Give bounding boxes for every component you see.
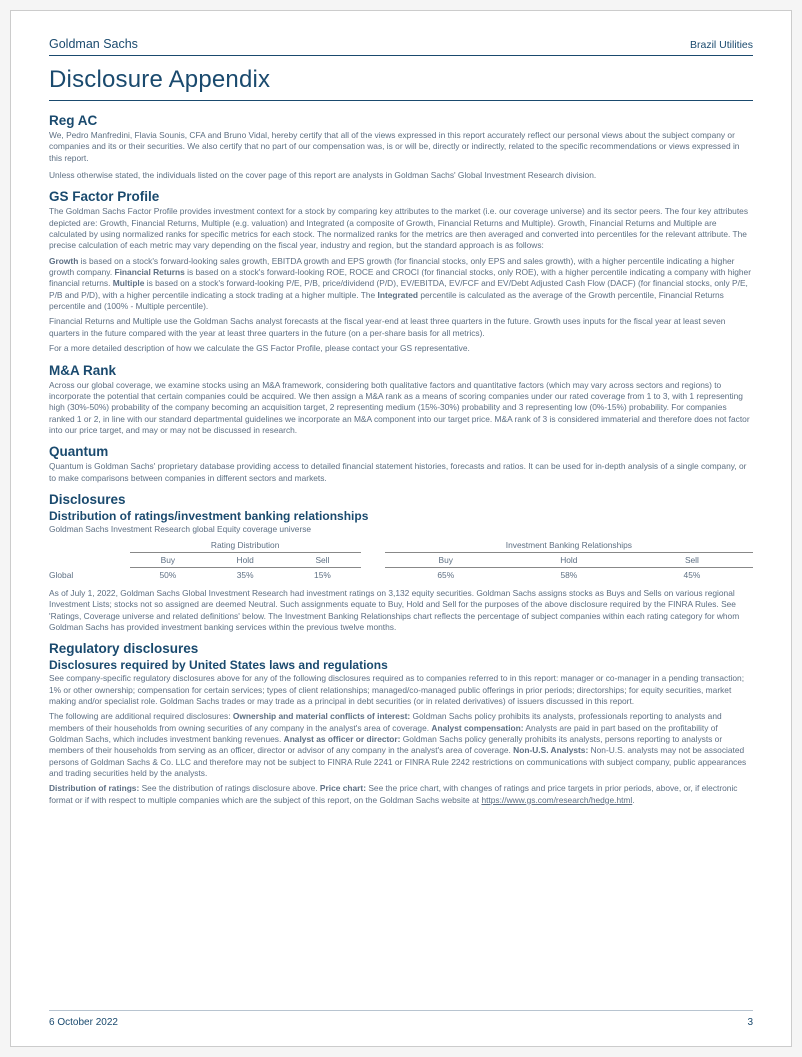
table-col-buy1: Buy bbox=[130, 552, 207, 567]
table-cell: 65% bbox=[385, 567, 507, 582]
table-cell: 45% bbox=[631, 567, 753, 582]
quantum-p1: Quantum is Goldman Sachs' proprietary da… bbox=[49, 461, 753, 484]
company-name: Goldman Sachs bbox=[49, 37, 138, 51]
page-footer: 6 October 2022 3 bbox=[49, 1010, 753, 1028]
footer-page: 3 bbox=[747, 1017, 753, 1028]
reg-ac-p2: Unless otherwise stated, the individuals… bbox=[49, 170, 753, 181]
regulatory-heading: Regulatory disclosures bbox=[49, 641, 753, 656]
disclosures-heading: Disclosures bbox=[49, 492, 753, 507]
regulatory-p3: Distribution of ratings: See the distrib… bbox=[49, 783, 753, 806]
gs-factor-p3: Financial Returns and Multiple use the G… bbox=[49, 316, 753, 339]
gs-factor-p1: The Goldman Sachs Factor Profile provide… bbox=[49, 206, 753, 251]
dist-caption: Goldman Sachs Investment Research global… bbox=[49, 524, 753, 534]
table-col-hold2: Hold bbox=[507, 552, 631, 567]
gs-factor-p4: For a more detailed description of how w… bbox=[49, 343, 753, 354]
table-col-buy2: Buy bbox=[385, 552, 507, 567]
regulatory-p2: The following are additional required di… bbox=[49, 711, 753, 779]
page: Goldman Sachs Brazil Utilities Disclosur… bbox=[10, 10, 792, 1047]
ma-rank-p1: Across our global coverage, we examine s… bbox=[49, 380, 753, 437]
regulatory-p1: See company-specific regulatory disclosu… bbox=[49, 673, 753, 707]
table-cell: 15% bbox=[284, 567, 361, 582]
content-area: Disclosure Appendix Reg AC We, Pedro Man… bbox=[49, 66, 753, 1010]
table-group-ib: Investment Banking Relationships bbox=[385, 538, 753, 553]
main-title: Disclosure Appendix bbox=[49, 66, 753, 101]
table-col-sell1: Sell bbox=[284, 552, 361, 567]
gs-factor-heading: GS Factor Profile bbox=[49, 189, 753, 204]
distribution-table: Rating Distribution Investment Banking R… bbox=[49, 538, 753, 582]
us-reg-heading: Disclosures required by United States la… bbox=[49, 658, 753, 672]
table-cell: 58% bbox=[507, 567, 631, 582]
footer-date: 6 October 2022 bbox=[49, 1017, 118, 1028]
table-col-sell2: Sell bbox=[631, 552, 753, 567]
table-group-rating: Rating Distribution bbox=[130, 538, 361, 553]
sector-name: Brazil Utilities bbox=[690, 39, 753, 51]
quantum-heading: Quantum bbox=[49, 444, 753, 459]
dist-heading: Distribution of ratings/investment banki… bbox=[49, 509, 753, 523]
dist-after-p: As of July 1, 2022, Goldman Sachs Global… bbox=[49, 588, 753, 633]
table-col-hold1: Hold bbox=[206, 552, 284, 567]
ma-rank-heading: M&A Rank bbox=[49, 363, 753, 378]
table-row: Global 50% 35% 15% 65% 58% 45% bbox=[49, 567, 753, 582]
table-cell: 35% bbox=[206, 567, 284, 582]
table-rowlabel: Global bbox=[49, 567, 130, 582]
hedge-link[interactable]: https://www.gs.com/research/hedge.html bbox=[481, 795, 632, 805]
gs-factor-p2: Growth is based on a stock's forward-loo… bbox=[49, 256, 753, 313]
reg-ac-p1: We, Pedro Manfredini, Flavia Sounis, CFA… bbox=[49, 130, 753, 164]
reg-ac-heading: Reg AC bbox=[49, 113, 753, 128]
table-cell: 50% bbox=[130, 567, 207, 582]
page-header: Goldman Sachs Brazil Utilities bbox=[49, 37, 753, 56]
